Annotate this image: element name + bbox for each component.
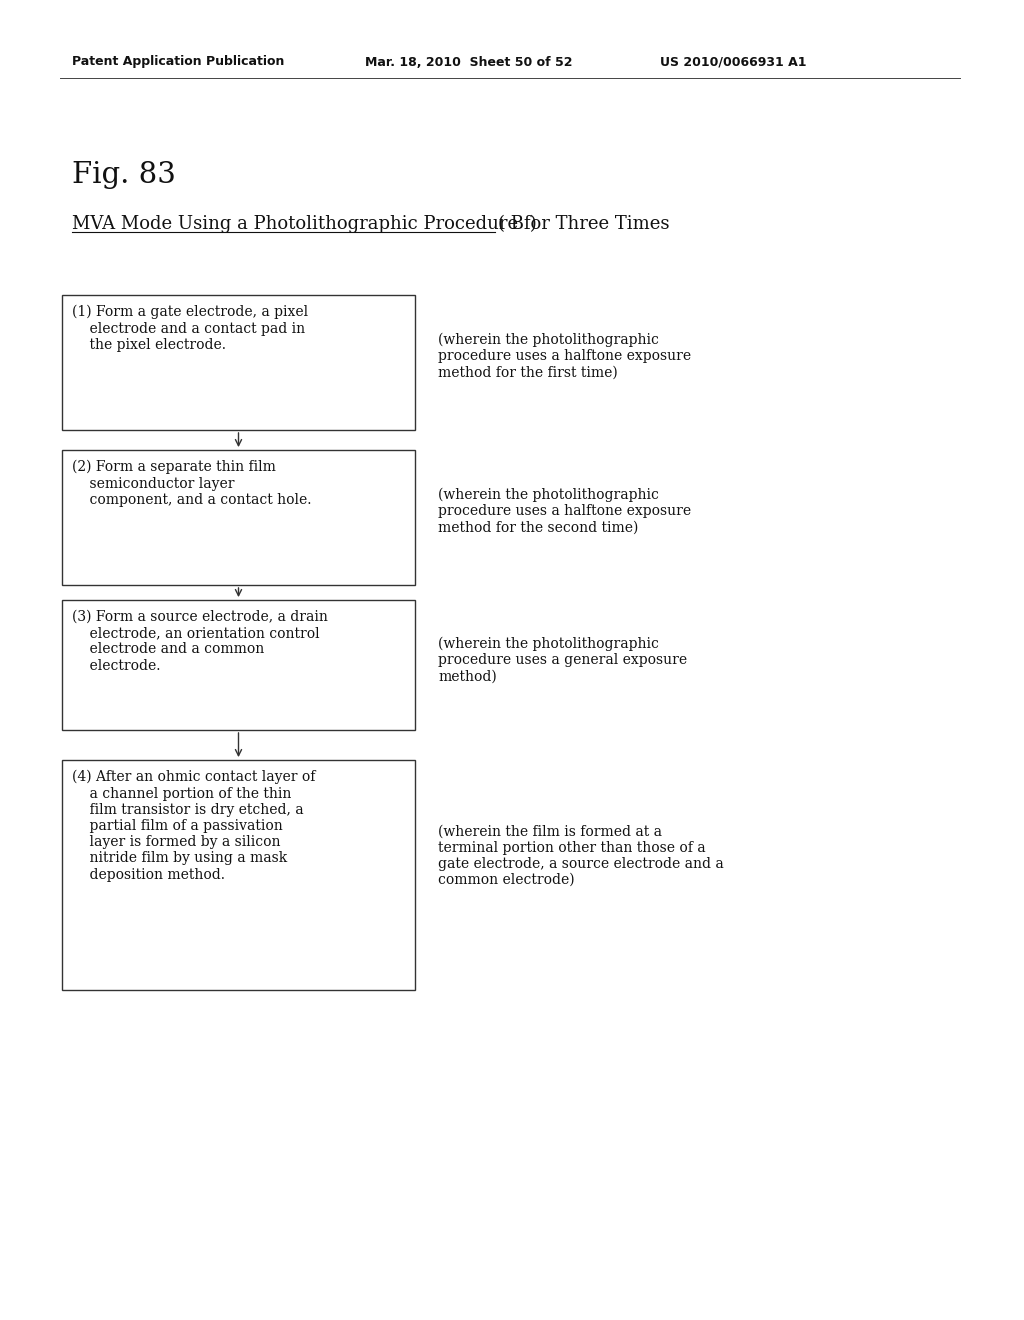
Bar	[62, 450, 415, 585]
Text: Fig. 83: Fig. 83	[72, 161, 176, 189]
Text: Mar. 18, 2010  Sheet 50 of 52: Mar. 18, 2010 Sheet 50 of 52	[365, 55, 572, 69]
Bar	[62, 601, 415, 730]
Text: (3) Form a source electrode, a drain
    electrode, an orientation control
    e: (3) Form a source electrode, a drain ele…	[72, 610, 328, 673]
Text: (1) Form a gate electrode, a pixel
    electrode and a contact pad in
    the pi: (1) Form a gate electrode, a pixel elect…	[72, 305, 308, 352]
Text: (2) Form a separate thin film
    semiconductor layer
    component, and a conta: (2) Form a separate thin film semiconduc…	[72, 459, 311, 507]
Text: MVA Mode Using a Photolithographic Procedure for Three Times: MVA Mode Using a Photolithographic Proce…	[72, 215, 670, 234]
Text: (4) After an ohmic contact layer of
    a channel portion of the thin
    film t: (4) After an ohmic contact layer of a ch…	[72, 770, 315, 882]
Text: Patent Application Publication: Patent Application Publication	[72, 55, 285, 69]
Bar	[62, 760, 415, 990]
Text: ( B ): ( B )	[498, 215, 537, 234]
Text: (wherein the photolithographic
procedure uses a halftone exposure
method for the: (wherein the photolithographic procedure…	[438, 333, 691, 380]
Text: (wherein the photolithographic
procedure uses a general exposure
method): (wherein the photolithographic procedure…	[438, 636, 687, 684]
Text: (wherein the film is formed at a
terminal portion other than those of a
gate ele: (wherein the film is formed at a termina…	[438, 825, 724, 887]
Bar	[62, 294, 415, 430]
Text: US 2010/0066931 A1: US 2010/0066931 A1	[660, 55, 807, 69]
Text: (wherein the photolithographic
procedure uses a halftone exposure
method for the: (wherein the photolithographic procedure…	[438, 488, 691, 535]
